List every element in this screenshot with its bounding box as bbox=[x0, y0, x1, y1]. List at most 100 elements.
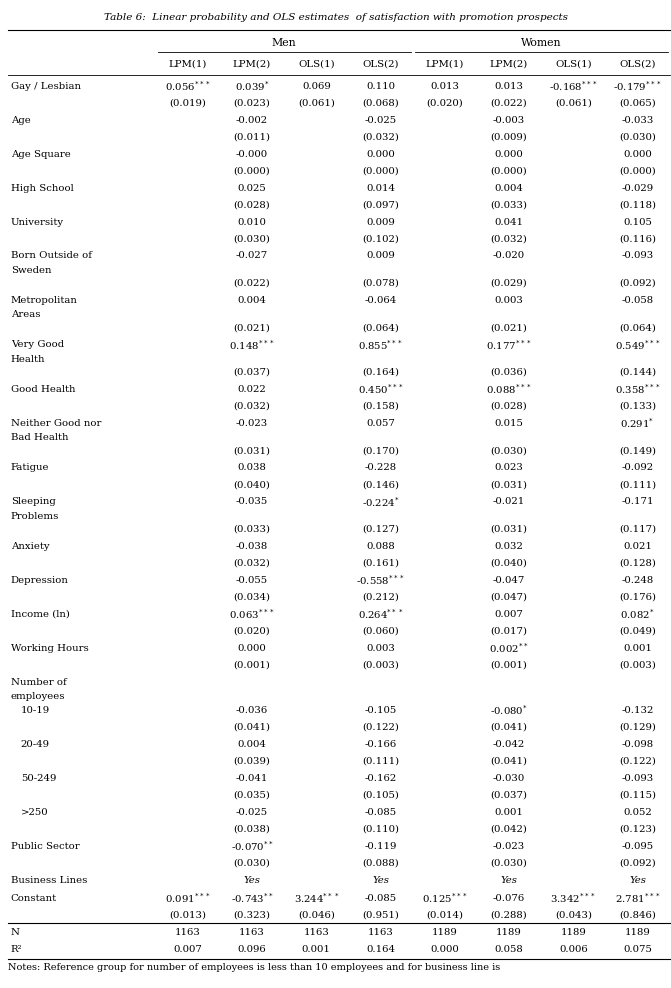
Text: 0.023: 0.023 bbox=[495, 463, 523, 472]
Text: -0.033: -0.033 bbox=[621, 116, 654, 124]
Text: -0.021: -0.021 bbox=[493, 497, 525, 506]
Text: 50-249: 50-249 bbox=[21, 774, 56, 782]
Text: (0.122): (0.122) bbox=[362, 723, 399, 732]
Text: Yes: Yes bbox=[629, 875, 646, 885]
Text: -0.041: -0.041 bbox=[236, 774, 268, 782]
Text: (0.017): (0.017) bbox=[491, 626, 527, 635]
Text: Public Sector: Public Sector bbox=[11, 842, 79, 851]
Text: -0.171: -0.171 bbox=[621, 497, 654, 506]
Text: -0.029: -0.029 bbox=[621, 184, 654, 193]
Text: Metropolitan: Metropolitan bbox=[11, 296, 78, 305]
Text: 0.056$^{***}$: 0.056$^{***}$ bbox=[165, 79, 211, 93]
Text: 0.000: 0.000 bbox=[366, 149, 395, 159]
Text: 1189: 1189 bbox=[432, 928, 458, 937]
Text: OLS(2): OLS(2) bbox=[362, 60, 399, 69]
Text: (0.037): (0.037) bbox=[491, 790, 527, 800]
Text: -0.085: -0.085 bbox=[364, 893, 397, 903]
Text: -0.070$^{**}$: -0.070$^{**}$ bbox=[231, 840, 274, 854]
Text: (0.041): (0.041) bbox=[491, 723, 527, 732]
Text: (0.030): (0.030) bbox=[234, 859, 270, 867]
Text: (0.042): (0.042) bbox=[491, 825, 527, 834]
Text: (0.846): (0.846) bbox=[619, 911, 656, 920]
Text: (0.064): (0.064) bbox=[362, 323, 399, 333]
Text: (0.065): (0.065) bbox=[619, 99, 656, 108]
Text: (0.020): (0.020) bbox=[426, 99, 463, 108]
Text: (0.036): (0.036) bbox=[491, 368, 527, 377]
Text: -0.085: -0.085 bbox=[364, 808, 397, 817]
Text: (0.032): (0.032) bbox=[234, 402, 270, 411]
Text: (0.030): (0.030) bbox=[234, 234, 270, 243]
Text: 0.291$^{*}$: 0.291$^{*}$ bbox=[621, 417, 655, 431]
Text: -0.080$^{*}$: -0.080$^{*}$ bbox=[490, 703, 528, 717]
Text: 20-49: 20-49 bbox=[21, 740, 50, 749]
Text: (0.212): (0.212) bbox=[362, 593, 399, 602]
Text: (0.035): (0.035) bbox=[234, 790, 270, 800]
Text: N: N bbox=[11, 928, 19, 937]
Text: -0.162: -0.162 bbox=[364, 774, 397, 782]
Text: Neither Good nor: Neither Good nor bbox=[11, 419, 101, 428]
Text: 3.342$^{***}$: 3.342$^{***}$ bbox=[550, 891, 596, 905]
Text: Yes: Yes bbox=[372, 875, 389, 885]
Text: (0.033): (0.033) bbox=[234, 525, 270, 534]
Text: (0.034): (0.034) bbox=[234, 593, 270, 602]
Text: 0.058: 0.058 bbox=[495, 946, 523, 954]
Text: (0.032): (0.032) bbox=[491, 234, 527, 243]
Text: Business Lines: Business Lines bbox=[11, 875, 87, 885]
Text: -0.076: -0.076 bbox=[493, 893, 525, 903]
Text: (0.061): (0.061) bbox=[298, 99, 335, 108]
Text: (0.022): (0.022) bbox=[491, 99, 527, 108]
Text: -0.098: -0.098 bbox=[621, 740, 654, 749]
Text: 0.001: 0.001 bbox=[495, 808, 523, 817]
Text: 0.358$^{***}$: 0.358$^{***}$ bbox=[615, 382, 660, 396]
Text: Bad Health: Bad Health bbox=[11, 433, 68, 442]
Text: 0.096: 0.096 bbox=[238, 946, 266, 954]
Text: -0.179$^{***}$: -0.179$^{***}$ bbox=[613, 79, 662, 93]
Text: Gay / Lesbian: Gay / Lesbian bbox=[11, 82, 81, 91]
Text: employees: employees bbox=[11, 692, 65, 700]
Text: (0.105): (0.105) bbox=[362, 790, 399, 800]
Text: -0.095: -0.095 bbox=[621, 842, 654, 851]
Text: -0.002: -0.002 bbox=[236, 116, 268, 124]
Text: -0.064: -0.064 bbox=[364, 296, 397, 305]
Text: 0.855$^{***}$: 0.855$^{***}$ bbox=[358, 338, 403, 352]
Text: 0.004: 0.004 bbox=[495, 184, 523, 193]
Text: 0.002$^{**}$: 0.002$^{**}$ bbox=[489, 641, 529, 655]
Text: LPM(1): LPM(1) bbox=[168, 60, 207, 69]
Text: (0.146): (0.146) bbox=[362, 480, 399, 489]
Text: Men: Men bbox=[272, 39, 297, 48]
Text: (0.001): (0.001) bbox=[491, 661, 527, 670]
Text: -0.119: -0.119 bbox=[364, 842, 397, 851]
Text: (0.092): (0.092) bbox=[619, 859, 656, 867]
Text: Number of: Number of bbox=[11, 678, 66, 687]
Text: (0.040): (0.040) bbox=[234, 480, 270, 489]
Text: (0.078): (0.078) bbox=[362, 279, 399, 288]
Text: (0.000): (0.000) bbox=[234, 167, 270, 176]
Text: 0.125$^{***}$: 0.125$^{***}$ bbox=[422, 891, 468, 905]
Text: 0.057: 0.057 bbox=[366, 419, 395, 428]
Text: Working Hours: Working Hours bbox=[11, 644, 89, 653]
Text: (0.144): (0.144) bbox=[619, 368, 656, 377]
Text: 0.013: 0.013 bbox=[430, 82, 459, 91]
Text: -0.093: -0.093 bbox=[621, 252, 654, 261]
Text: 0.091$^{***}$: 0.091$^{***}$ bbox=[165, 891, 211, 905]
Text: Areas: Areas bbox=[11, 310, 40, 319]
Text: (0.170): (0.170) bbox=[362, 447, 399, 455]
Text: Born Outside of: Born Outside of bbox=[11, 252, 92, 261]
Text: (0.031): (0.031) bbox=[491, 525, 527, 534]
Text: OLS(2): OLS(2) bbox=[619, 60, 656, 69]
Text: 0.006: 0.006 bbox=[559, 946, 588, 954]
Text: 0.003: 0.003 bbox=[366, 644, 395, 653]
Text: (0.060): (0.060) bbox=[362, 626, 399, 635]
Text: -0.105: -0.105 bbox=[364, 706, 397, 715]
Text: 1163: 1163 bbox=[175, 928, 201, 937]
Text: Anxiety: Anxiety bbox=[11, 541, 50, 551]
Text: (0.003): (0.003) bbox=[619, 661, 656, 670]
Text: 0.001: 0.001 bbox=[623, 644, 652, 653]
Text: 0.009: 0.009 bbox=[366, 217, 395, 226]
Text: -0.166: -0.166 bbox=[364, 740, 397, 749]
Text: (0.061): (0.061) bbox=[555, 99, 592, 108]
Text: (0.033): (0.033) bbox=[491, 201, 527, 209]
Text: (0.046): (0.046) bbox=[298, 911, 335, 920]
Text: 0.069: 0.069 bbox=[302, 82, 331, 91]
Text: 1189: 1189 bbox=[496, 928, 522, 937]
